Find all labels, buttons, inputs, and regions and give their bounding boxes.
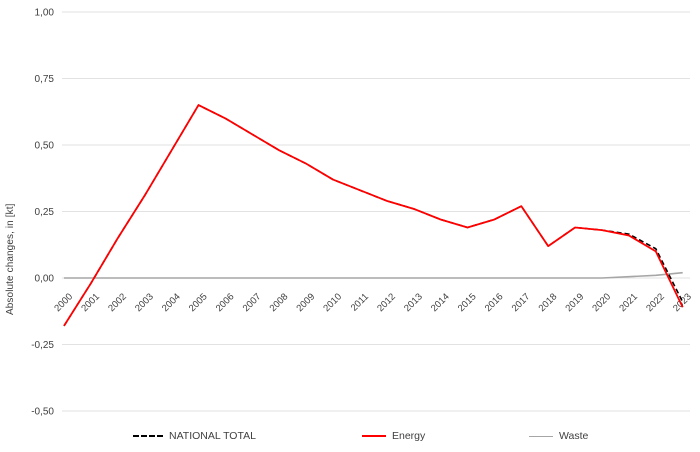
x-axis-tick-label: 2010 [321, 291, 344, 314]
x-axis-tick-label: 2004 [160, 291, 183, 314]
x-axis-tick-label: 2017 [510, 291, 533, 314]
y-axis-tick-label: 0,00 [35, 274, 55, 285]
x-axis-tick-label: 2014 [429, 291, 452, 314]
legend-item-national-total: NATIONAL TOTAL [133, 428, 256, 444]
energy-line-swatch [362, 435, 386, 437]
y-axis-tick-label: 0,25 [35, 207, 55, 218]
legend-label: NATIONAL TOTAL [169, 430, 256, 442]
x-axis-tick-label: 2015 [456, 291, 479, 314]
legend-item-energy: Energy [362, 428, 425, 444]
x-axis-tick-label: 2019 [563, 291, 586, 314]
x-axis-tick-label: 2007 [241, 291, 264, 314]
chart-legend: NATIONAL TOTAL Energy Waste [0, 428, 700, 448]
legend-label: Energy [392, 430, 426, 442]
x-axis-tick-label: 2016 [483, 291, 506, 314]
y-axis-tick-label: 0,50 [35, 141, 55, 152]
x-axis-tick-label: 2005 [187, 291, 210, 314]
waste-line-swatch [529, 435, 553, 437]
x-axis-tick-label: 2003 [133, 291, 156, 314]
national-total-dashed-line-swatch [133, 435, 163, 437]
x-axis-tick-label: 2013 [402, 291, 425, 314]
y-axis-tick-label: -0,25 [31, 340, 54, 351]
series-line-national-total [63, 104, 684, 327]
legend-item-waste: Waste [529, 428, 588, 444]
x-axis-tick-label: 2023 [671, 291, 694, 314]
x-axis-tick-label: 2009 [294, 291, 317, 314]
x-axis-tick-label: 2020 [590, 291, 613, 314]
legend-label: Waste [559, 430, 589, 442]
series-line-waste [64, 271, 683, 279]
y-axis-title: Absolute changes, in [kt] [5, 203, 16, 315]
x-axis-tick-label: 2002 [106, 291, 129, 314]
x-axis-tick-label: 2018 [537, 291, 560, 314]
series-line-energy [63, 104, 684, 327]
y-axis-tick-label: 1,00 [35, 8, 55, 19]
x-axis-tick-label: 2012 [375, 291, 398, 314]
x-axis-tick-label: 2011 [349, 291, 371, 313]
x-axis-tick-label: 2000 [52, 291, 75, 314]
x-axis-tick-label: 2008 [268, 291, 291, 314]
x-axis-tick-label: 2021 [617, 291, 640, 314]
x-axis-tick-label: 2022 [644, 291, 667, 314]
y-axis-tick-label: 0,75 [35, 74, 55, 85]
x-axis-tick-label: 2006 [214, 291, 237, 314]
y-axis-tick-label: -0,50 [31, 407, 54, 418]
